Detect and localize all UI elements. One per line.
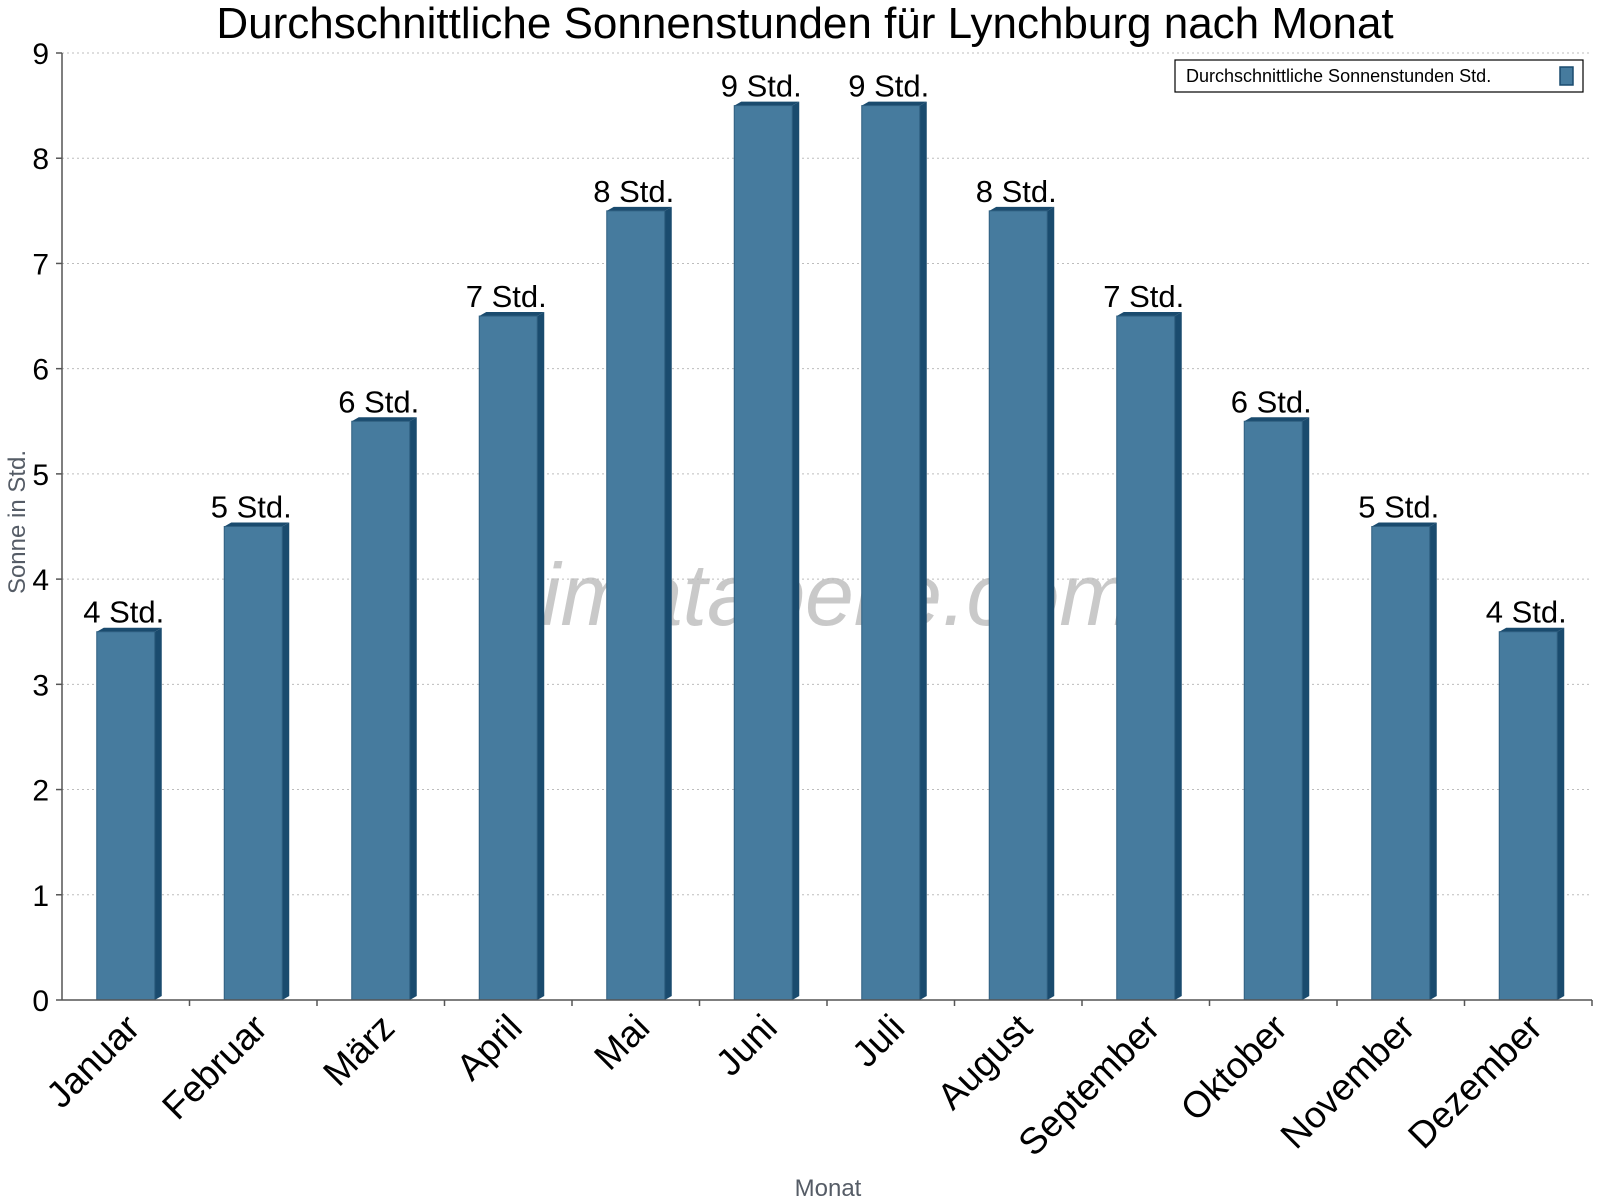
legend: Durchschnittliche Sonnenstunden Std. <box>1174 59 1584 93</box>
bar-oktober <box>1243 417 1310 1001</box>
x-tick-label: März <box>315 1007 402 1094</box>
bar <box>988 210 1048 1001</box>
y-tick-label: 2 <box>32 775 49 808</box>
data-label: 7 Std. <box>466 279 547 314</box>
bar <box>351 420 411 1001</box>
bar-top <box>479 312 545 317</box>
bar <box>223 526 283 1001</box>
bar-top <box>1371 522 1437 527</box>
bar-side <box>537 312 545 1000</box>
bar <box>1116 315 1176 1001</box>
x-tick-label: April <box>449 1007 530 1088</box>
bar-august <box>988 206 1055 1001</box>
bar-side <box>282 522 290 1000</box>
x-tick-label: Januar <box>38 1007 147 1116</box>
x-tick-label: Februar <box>154 1007 275 1128</box>
x-tick-label: November <box>1273 1007 1423 1157</box>
bar <box>1498 631 1558 1001</box>
data-label: 4 Std. <box>1486 595 1567 630</box>
bar <box>861 105 921 1001</box>
bar-side <box>792 101 800 1001</box>
bar-november <box>1371 522 1437 1001</box>
legend-box <box>1174 59 1584 93</box>
bar-top <box>1116 312 1182 317</box>
data-label: 5 Std. <box>211 490 292 525</box>
bar-januar <box>96 627 162 1001</box>
data-label: 9 Std. <box>721 69 802 104</box>
bar-mai <box>606 206 672 1001</box>
y-tick-label: 8 <box>32 143 49 176</box>
x-tick-label: Oktober <box>1173 1007 1295 1129</box>
bar-top <box>989 206 1055 211</box>
bar-top <box>351 417 417 422</box>
data-label: 6 Std. <box>338 384 419 419</box>
data-labels: 4 Std. 5 Std. 6 Std. 7 Std. 8 Std. 9 Std. 9 St… <box>83 69 1567 630</box>
bar-side <box>154 627 162 1000</box>
x-tick-label: Juli <box>844 1007 912 1075</box>
bar-side <box>1047 206 1055 1001</box>
bar-februar <box>223 522 290 1001</box>
bar-side <box>1174 312 1182 1000</box>
bar-side <box>1429 522 1437 1000</box>
y-tick-label: 3 <box>32 669 49 702</box>
bar-märz <box>351 417 417 1001</box>
x-axis-title: Monat <box>795 1175 862 1200</box>
x-tick-label: Juni <box>708 1007 785 1084</box>
bar <box>1371 526 1431 1001</box>
bar-juli <box>861 101 927 1001</box>
data-label: 8 Std. <box>976 174 1057 209</box>
bar-top <box>1499 627 1565 632</box>
data-label: 4 Std. <box>83 595 164 630</box>
x-tick-label: August <box>929 1006 1040 1117</box>
bar-top <box>1244 417 1310 422</box>
chart-title: Durchschnittliche Sonnenstunden für Lync… <box>216 0 1393 48</box>
y-axis-title: Sonne in Std. <box>4 450 31 594</box>
data-label: 8 Std. <box>593 174 674 209</box>
bar-april <box>478 312 545 1001</box>
bar-september <box>1116 312 1182 1001</box>
bar-side <box>919 101 927 1001</box>
y-tick-label: 5 <box>32 459 49 492</box>
bar <box>1243 420 1303 1001</box>
bar-dezember <box>1498 627 1565 1001</box>
grid-lines <box>62 52 1592 896</box>
bar <box>606 210 666 1001</box>
data-label: 7 Std. <box>1103 279 1184 314</box>
bar-top <box>606 206 672 211</box>
bars <box>96 101 1565 1001</box>
bar-side <box>409 417 417 1000</box>
bar <box>733 105 793 1001</box>
bar <box>478 315 538 1001</box>
bar-top <box>96 627 162 632</box>
data-label: 5 Std. <box>1358 490 1439 525</box>
bar-top <box>861 101 927 106</box>
bar-side <box>1557 627 1565 1000</box>
x-tick-label: Dezember <box>1400 1007 1550 1157</box>
y-tick-label: 6 <box>32 354 49 387</box>
legend-swatch <box>1559 66 1574 86</box>
legend-label: Durchschnittliche Sonnenstunden Std. <box>1186 66 1491 86</box>
bar-top <box>224 522 290 527</box>
y-tick-label: 0 <box>32 985 49 1018</box>
bar-top <box>734 101 800 106</box>
y-tick-label: 1 <box>32 880 49 913</box>
bar-juni <box>733 101 800 1001</box>
y-tick-label: 9 <box>32 38 49 71</box>
y-tick-label: 4 <box>32 564 49 597</box>
bar-side <box>1302 417 1310 1000</box>
data-label: 9 Std. <box>848 69 929 104</box>
bar-side <box>664 206 672 1001</box>
y-tick-label: 7 <box>32 248 49 281</box>
x-tick-label: Mai <box>586 1007 657 1078</box>
data-label: 6 Std. <box>1231 384 1312 419</box>
bar <box>96 631 156 1001</box>
